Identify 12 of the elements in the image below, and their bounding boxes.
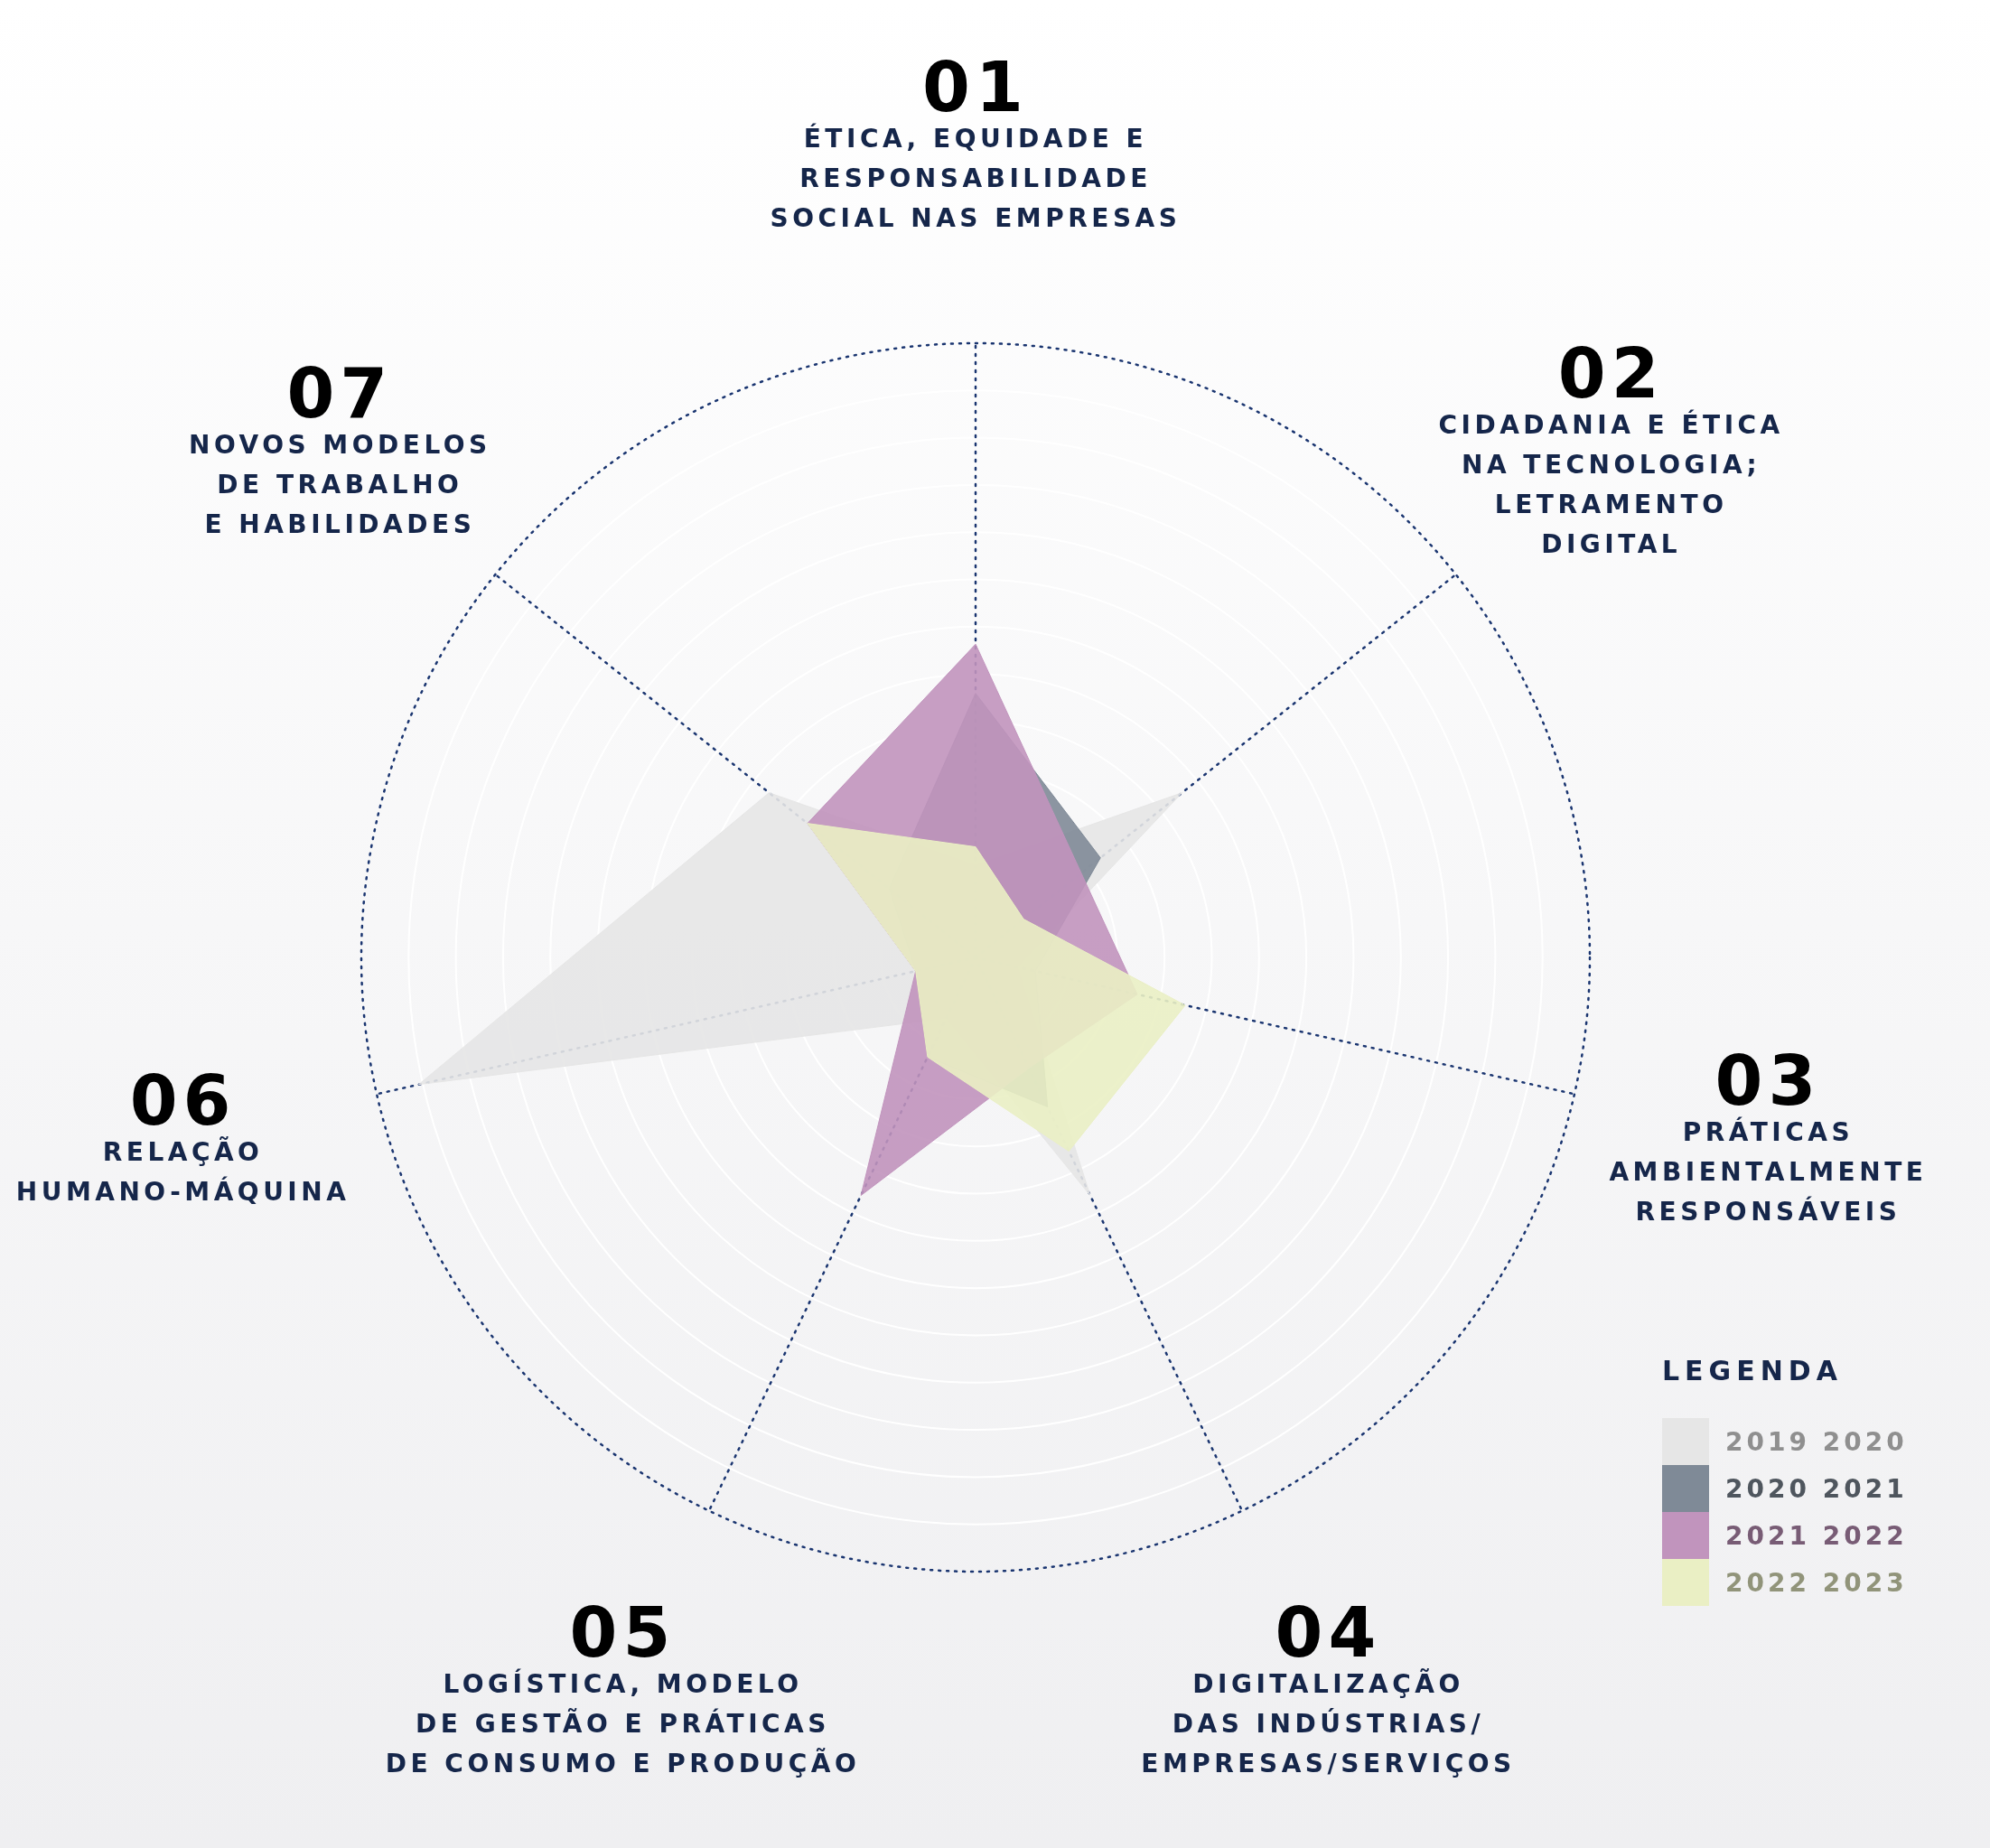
spoke-label: 03 PRÁTICAS AMBIENTALMENTE RESPONSÁVEIS bbox=[1609, 1041, 1928, 1227]
legend-label: 2019 2020 bbox=[1725, 1426, 1908, 1457]
spoke-label: 01 ÉTICA, EQUIDADE E RESPONSABILIDADE SOCIAL NAS EMPRESAS bbox=[770, 47, 1182, 233]
legend-label: 2021 2022 bbox=[1725, 1520, 1908, 1551]
spoke-label: 07 NOVOS MODELOS DE TRABALHO E HABILIDADES bbox=[188, 352, 491, 539]
spoke-label: 02 CIDADANIA E ÉTICA NA TECNOLOGIA; LETRAMENTO DIGITAL bbox=[1438, 332, 1784, 559]
legend-title: LEGENDA bbox=[1662, 1355, 1843, 1386]
legend-label: 2022 2023 bbox=[1725, 1567, 1908, 1598]
spoke-label: 04 DIGITALIZAÇÃO DAS INDÚSTRIAS/ EMPRESAS/SERVIÇOS bbox=[1141, 1591, 1516, 1778]
spoke-label: 05 LOGÍSTICA, MODELO DE GESTÃO E PRÁTICAS DE CONSUMO E PRODUÇÃO bbox=[385, 1591, 861, 1778]
legend-label: 2020 2021 bbox=[1725, 1473, 1908, 1504]
spoke-label: 06 RELAÇÃO HUMANO-MÁQUINA bbox=[15, 1060, 350, 1208]
